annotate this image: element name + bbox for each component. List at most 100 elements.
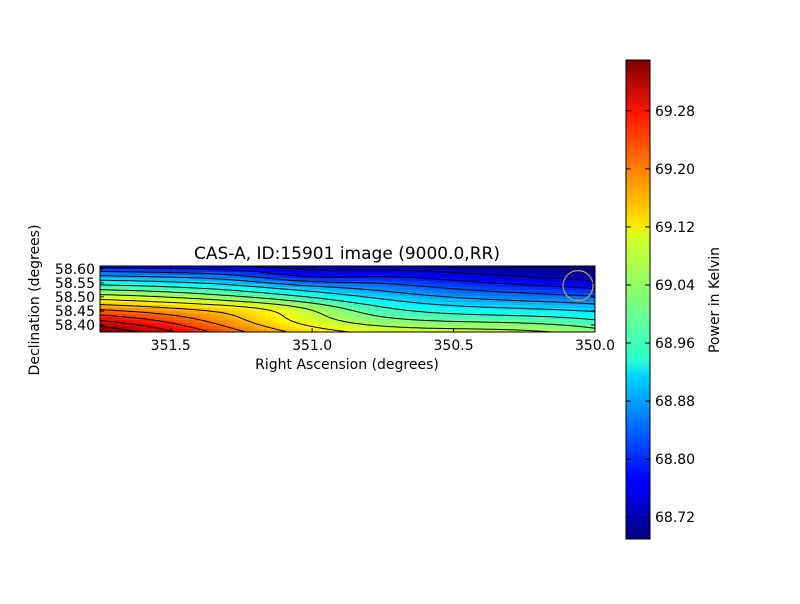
heatmap-cell	[265, 299, 271, 303]
heatmap-cell	[210, 302, 216, 306]
heatmap-cell	[390, 287, 396, 291]
heatmap-cell	[440, 281, 446, 285]
heatmap-cell	[215, 284, 221, 288]
heatmap-cell	[270, 323, 276, 327]
heatmap-cell	[235, 311, 241, 315]
heatmap-cell	[545, 290, 551, 294]
heatmap-cell	[470, 329, 476, 332]
heatmap-cell	[435, 296, 441, 300]
heatmap-cell	[350, 278, 356, 282]
heatmap-cell	[505, 311, 511, 315]
heatmap-cell	[395, 290, 401, 294]
heatmap-cell	[310, 305, 316, 309]
heatmap-cell	[325, 323, 331, 327]
heatmap-cell	[350, 326, 356, 330]
heatmap-cell	[560, 272, 566, 276]
heatmap-cell	[240, 308, 246, 312]
heatmap-cell	[590, 275, 595, 279]
heatmap-cell	[580, 314, 586, 318]
heatmap-cell	[495, 272, 501, 276]
heatmap-cell	[275, 296, 281, 300]
heatmap-cell	[180, 281, 186, 285]
heatmap-cell	[460, 314, 466, 318]
heatmap-cell	[165, 284, 171, 288]
heatmap-cell	[590, 317, 595, 321]
heatmap-cell	[275, 314, 281, 318]
heatmap-cell	[365, 308, 371, 312]
heatmap-cell	[415, 314, 421, 318]
heatmap-cell	[105, 281, 111, 285]
heatmap-cell	[435, 323, 441, 327]
heatmap-cell	[585, 281, 591, 285]
contour-line	[100, 304, 286, 332]
heatmap-cell	[520, 284, 526, 288]
heatmap-cell	[535, 314, 541, 318]
heatmap-cell	[105, 287, 111, 291]
heatmap-cell	[365, 272, 371, 276]
heatmap-cell	[255, 299, 261, 303]
heatmap-cell	[130, 287, 136, 291]
heatmap-cell	[415, 308, 421, 312]
heatmap-cell	[200, 284, 206, 288]
heatmap-cell	[525, 269, 531, 273]
heatmap-cell	[540, 314, 546, 318]
heatmap-cell	[385, 287, 391, 291]
heatmap-cell	[315, 317, 321, 321]
heatmap-cell	[285, 281, 291, 285]
heatmap-cell	[125, 293, 131, 297]
heatmap-cell	[210, 290, 216, 294]
heatmap-cell	[460, 272, 466, 276]
heatmap-cell	[475, 317, 481, 321]
heatmap-cell	[485, 329, 491, 332]
heatmap-cell	[225, 305, 231, 309]
heatmap-cell	[150, 323, 156, 327]
heatmap-cell	[450, 293, 456, 297]
heatmap-cell	[175, 317, 181, 321]
heatmap-cell	[120, 311, 126, 315]
heatmap-cell	[545, 293, 551, 297]
heatmap-cell	[565, 305, 571, 309]
heatmap-cell	[585, 287, 591, 291]
heatmap-cell	[235, 278, 241, 282]
heatmap-cell	[285, 302, 291, 306]
heatmap-cell	[455, 278, 461, 282]
heatmap-cell	[410, 275, 416, 279]
heatmap-cell	[345, 326, 351, 330]
heatmap-cell	[590, 290, 595, 294]
heatmap-cell	[130, 311, 136, 315]
heatmap-cell	[295, 311, 301, 315]
heatmap-cell	[285, 311, 291, 315]
heatmap-cell	[285, 296, 291, 300]
heatmap-cell	[260, 266, 266, 270]
heatmap-cell	[565, 266, 571, 270]
heatmap-cell	[185, 311, 191, 315]
heatmap-cell	[245, 275, 251, 279]
heatmap-cell	[335, 266, 341, 270]
heatmap-cell	[360, 317, 366, 321]
heatmap-cell	[425, 278, 431, 282]
heatmap-cell	[340, 302, 346, 306]
heatmap-cell	[560, 329, 566, 332]
heatmap-cell	[290, 326, 296, 330]
heatmap-cell	[530, 278, 536, 282]
heatmap-cell	[400, 266, 406, 270]
heatmap-cell	[180, 287, 186, 291]
heatmap-cell	[385, 317, 391, 321]
heatmap-cell	[400, 302, 406, 306]
heatmap-cell	[550, 278, 556, 282]
heatmap-cell	[480, 329, 486, 332]
heatmap-cell	[570, 302, 576, 306]
heatmap-cell	[275, 284, 281, 288]
heatmap-cell	[450, 281, 456, 285]
heatmap-cell	[180, 275, 186, 279]
heatmap-cell	[545, 320, 551, 324]
heatmap-cell	[490, 317, 496, 321]
heatmap-cell	[210, 320, 216, 324]
heatmap-cell	[205, 275, 211, 279]
heatmap-cell	[375, 269, 381, 273]
heatmap-cell	[140, 278, 146, 282]
chart-title: CAS-A, ID:15901 image (9000.0,RR)	[194, 244, 500, 264]
heatmap-cell	[480, 290, 486, 294]
heatmap-cell	[300, 278, 306, 282]
heatmap-cell	[490, 326, 496, 330]
